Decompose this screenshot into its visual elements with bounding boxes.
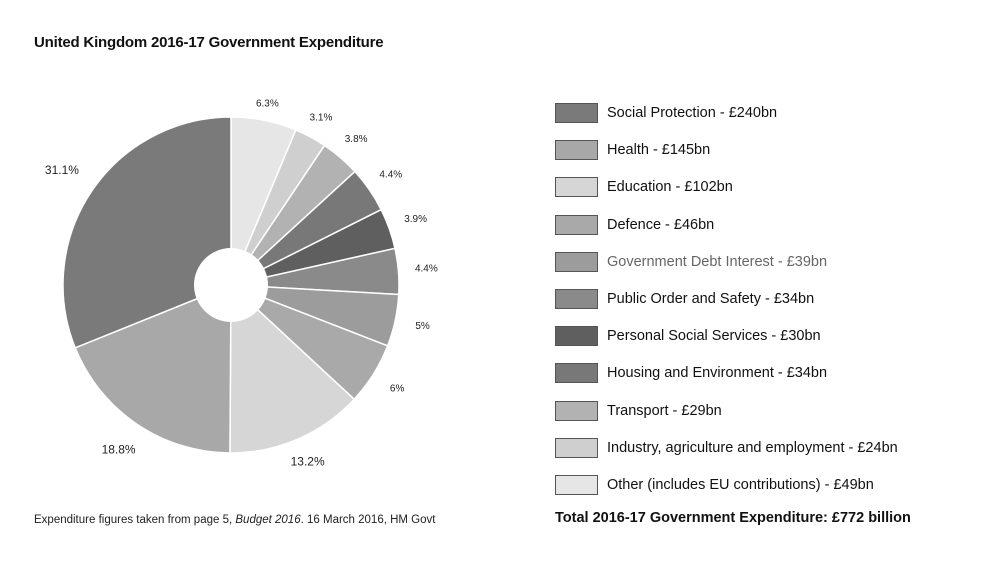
legend-item: Public Order and Safety - £34bn	[555, 288, 995, 310]
legend: Social Protection - £240bn Health - £145…	[555, 102, 995, 511]
legend-item: Other (includes EU contributions) - £49b…	[555, 474, 995, 496]
legend-swatch	[555, 251, 598, 272]
legend-item: Personal Social Services - £30bn	[555, 325, 995, 347]
footnote-suffix: . 16 March 2016, HM Govt	[300, 514, 436, 526]
legend-item: Government Debt Interest - £39bn	[555, 251, 995, 273]
legend-label: Personal Social Services - £30bn	[607, 328, 821, 345]
legend-label: Industry, agriculture and employment - £…	[607, 439, 898, 456]
chart-title: United Kingdom 2016-17 Government Expend…	[34, 34, 384, 51]
pie-percent-labels: 6.3% 3.1% 3.8% 4.4% 3.9% 4.4% 5% 6% 13.2% 18.8% 31…	[45, 98, 438, 468]
pie-slices	[62, 116, 400, 454]
legend-swatch	[555, 326, 598, 347]
legend-item: Social Protection - £240bn	[555, 102, 995, 124]
legend-label: Transport - £29bn	[607, 402, 722, 419]
legend-label: Government Debt Interest - £39bn	[607, 253, 828, 270]
pie-percent-label: 4.4%	[415, 264, 438, 275]
legend-swatch	[555, 140, 598, 161]
source-footnote: Expenditure figures taken from page 5, B…	[34, 514, 435, 526]
legend-label: Housing and Environment - £34bn	[607, 365, 828, 382]
pie-percent-label: 13.2%	[291, 454, 325, 468]
pie-percent-label: 3.1%	[310, 112, 333, 123]
legend-swatch	[555, 177, 598, 198]
legend-label: Defence - £46bn	[607, 216, 715, 233]
pie-slice-social-protection	[62, 116, 232, 349]
legend-item: Transport - £29bn	[555, 400, 995, 422]
legend-swatch	[555, 103, 598, 123]
footnote-prefix: Expenditure figures taken from page 5,	[34, 514, 236, 526]
pie-slice-health	[74, 283, 232, 454]
legend-item: Housing and Environment - £34bn	[555, 362, 995, 384]
pie-percent-label: 31.1%	[45, 163, 79, 177]
legend-swatch	[555, 214, 598, 235]
pie-percent-label: 4.4%	[379, 170, 402, 181]
footnote-source-title: Budget 2016	[235, 514, 301, 526]
pie-slice-education	[229, 283, 356, 454]
pie-chart: 6.3% 3.1% 3.8% 4.4% 3.9% 4.4% 5% 6% 13.2% 18.8% 31…	[45, 98, 438, 468]
legend-item: Education - £102bn	[555, 176, 995, 198]
pie-percent-label: 6%	[390, 384, 405, 395]
legend-item: Industry, agriculture and employment - £…	[555, 437, 995, 459]
legend-label: Other (includes EU contributions) - £49b…	[607, 476, 874, 493]
legend-swatch	[555, 288, 598, 309]
pie-percent-label: 5%	[415, 321, 430, 332]
legend-item: Health - £145bn	[555, 139, 995, 161]
legend-item: Defence - £46bn	[555, 214, 995, 236]
legend-label: Education - £102bn	[607, 179, 733, 196]
legend-label: Health - £145bn	[607, 142, 711, 159]
legend-label: Social Protection - £240bn	[607, 105, 778, 121]
pie-percent-label: 18.8%	[102, 443, 136, 457]
legend-swatch	[555, 400, 598, 421]
pie-percent-label: 3.9%	[404, 214, 427, 225]
legend-label: Public Order and Safety - £34bn	[607, 290, 815, 307]
legend-swatch	[555, 474, 598, 495]
legend-swatch	[555, 437, 598, 458]
total-expenditure: Total 2016-17 Government Expenditure: £7…	[555, 510, 911, 526]
donut-hole	[194, 248, 268, 322]
legend-swatch	[555, 363, 598, 384]
pie-percent-label: 3.8%	[345, 134, 368, 145]
pie-percent-label: 6.3%	[256, 98, 279, 109]
